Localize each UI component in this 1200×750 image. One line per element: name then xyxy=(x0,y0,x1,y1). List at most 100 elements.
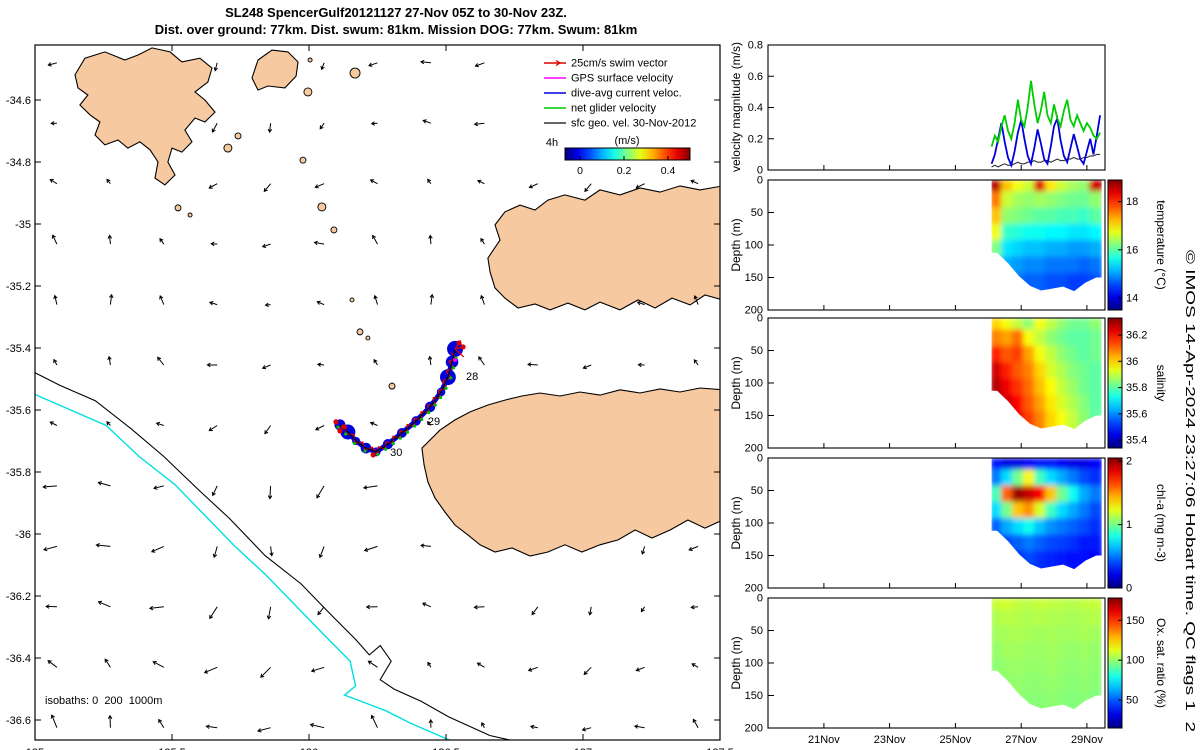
section-cell xyxy=(991,625,1005,642)
quiver-arrow xyxy=(50,714,58,728)
legend-item-label: dive-avg current veloc. xyxy=(571,88,682,100)
section-cell xyxy=(991,598,1005,610)
island xyxy=(349,67,361,79)
quiver-arrow xyxy=(635,666,645,672)
quiver-arrow xyxy=(97,481,111,487)
panel-3: 0 50 100 150 200 2 1 0 xyxy=(745,453,1132,595)
panel-y-tick-label: 50 xyxy=(751,485,763,497)
section-cell xyxy=(1078,485,1093,502)
section-cell xyxy=(1089,329,1102,346)
section-cell xyxy=(991,272,1005,292)
section-cell xyxy=(991,658,1005,675)
quiver-arrow xyxy=(95,543,111,548)
section-cell xyxy=(1023,598,1038,610)
section-cell xyxy=(991,240,1005,257)
quiver-arrow xyxy=(584,183,592,193)
section-cell xyxy=(1056,550,1071,570)
quiver-arrow xyxy=(107,355,112,366)
quiver-arrow xyxy=(635,183,645,189)
panel-frame xyxy=(767,179,1106,311)
section-cell xyxy=(1067,410,1082,430)
time-axis-tick-label: 27Nov xyxy=(1005,734,1037,746)
map-y-tick-label: -36.6 xyxy=(6,715,31,727)
section-cell xyxy=(1089,534,1102,551)
section-cell xyxy=(1023,534,1038,551)
section-cell xyxy=(1034,180,1049,192)
section-cell xyxy=(1056,191,1071,208)
section-cell xyxy=(991,223,1005,241)
section-cell xyxy=(1045,658,1060,675)
track-net-velocity-dot xyxy=(433,403,437,407)
velocity-series xyxy=(990,80,1101,147)
colorbar-tick-label: 14 xyxy=(1126,292,1138,304)
quiver-arrow xyxy=(260,666,271,678)
section-data xyxy=(991,318,1102,430)
section-cell xyxy=(1056,180,1071,192)
quiver-arrow xyxy=(211,485,218,497)
section-data xyxy=(991,598,1102,710)
track-gps-dot xyxy=(453,357,458,362)
quiver-arrow xyxy=(691,663,699,668)
map-y-tick-label: -35.8 xyxy=(6,467,31,479)
section-cell xyxy=(1067,658,1082,675)
quiver-arrow xyxy=(690,604,699,610)
section-cell xyxy=(1078,469,1093,486)
section-cell xyxy=(1045,240,1060,257)
quiver-arrow xyxy=(528,183,539,189)
section-cell xyxy=(1056,207,1071,224)
section-cell xyxy=(991,180,1005,192)
section-cell xyxy=(1023,240,1038,257)
section-cell xyxy=(1045,345,1060,362)
section-cell xyxy=(1067,378,1082,395)
quiver-arrow xyxy=(640,606,646,613)
section-cell xyxy=(1045,641,1060,659)
section-cell xyxy=(991,256,1005,273)
track-net-velocity-dot xyxy=(384,447,388,451)
quiver-arrow xyxy=(637,362,645,368)
section-cell xyxy=(1089,550,1102,570)
section-cell xyxy=(991,458,1005,470)
colorbar xyxy=(1107,597,1123,729)
colorbar-label-oxygen: Ox. sat. ratio (%) xyxy=(1154,618,1168,708)
section-cell xyxy=(1012,378,1027,395)
section-cell xyxy=(1078,458,1093,470)
quiver-arrow xyxy=(319,122,325,130)
section-cell xyxy=(991,394,1005,411)
panel-frame xyxy=(767,597,1106,729)
quiver-arrow xyxy=(208,301,218,306)
legend-colorbar-title: (m/s) xyxy=(614,135,639,147)
island xyxy=(317,202,327,212)
quiver-arrow xyxy=(367,660,378,668)
quiver-arrow xyxy=(49,421,58,426)
quiver-arrow xyxy=(211,122,218,133)
section-cell xyxy=(1056,625,1071,642)
panel-frame xyxy=(767,317,1106,449)
colorbar xyxy=(1107,179,1123,311)
section-cell xyxy=(1067,223,1082,241)
quiver-arrow xyxy=(106,178,111,185)
quiver-arrow xyxy=(474,62,485,68)
section-cell xyxy=(1001,609,1016,626)
panel-y-tick-label: 0 xyxy=(757,313,763,325)
section-cell xyxy=(1001,207,1016,224)
panel-y-tick-label: 100 xyxy=(745,658,763,670)
panel-y-tick-label: 100 xyxy=(745,378,763,390)
figure-title-line1: SL248 SpencerGulf20121127 27-Nov 05Z to … xyxy=(225,5,567,20)
section-cell xyxy=(1067,180,1082,192)
section-cell xyxy=(1089,609,1102,626)
quiver-arrow xyxy=(426,420,432,426)
island xyxy=(388,382,396,390)
section-cell xyxy=(1045,361,1060,379)
section-cell xyxy=(1045,690,1060,710)
quiver-arrow xyxy=(641,546,646,555)
quiver-arrow xyxy=(210,241,218,247)
quiver-arrow xyxy=(316,485,325,499)
section-cell xyxy=(1012,180,1027,192)
section-cell xyxy=(1056,345,1071,362)
section-cell xyxy=(1056,598,1071,610)
isobath-1000m-line xyxy=(35,372,513,740)
section-cell xyxy=(1056,518,1071,535)
land-polygon xyxy=(74,47,216,186)
section-cell xyxy=(991,410,1005,430)
section-cell xyxy=(1078,658,1093,675)
